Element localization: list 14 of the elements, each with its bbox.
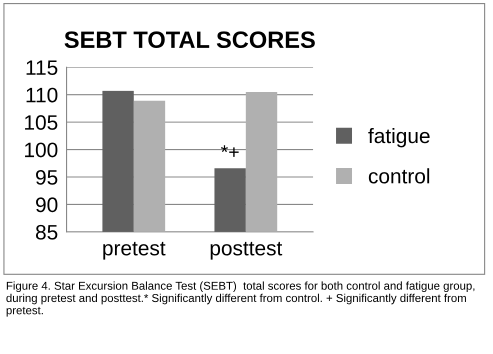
y-tick-label: 105 [25,115,58,130]
y-tick-label: 85 [36,224,58,240]
legend-label: control [368,168,430,184]
y-tick-label: 95 [36,170,58,185]
legend-label: fatigue [368,128,430,148]
y-tick-label: 100 [25,142,58,158]
chart-title: SEBT TOTAL SCORES [64,31,315,48]
y-tick-label: 110 [26,88,58,102]
y-tick-label: 90 [36,197,58,212]
y-tick-label: 115 [26,60,58,76]
x-tick-label: posttest [210,242,282,260]
caption: Figure 4. Star Excursion Balance Test (SEBT) total scores for both control and fatigue group, during pretest and posttest.* Significantly different from control. + Significantly different from pretest. [6,281,474,317]
annotation: *+ [220,145,239,157]
x-tick-label: pretest [103,242,166,260]
